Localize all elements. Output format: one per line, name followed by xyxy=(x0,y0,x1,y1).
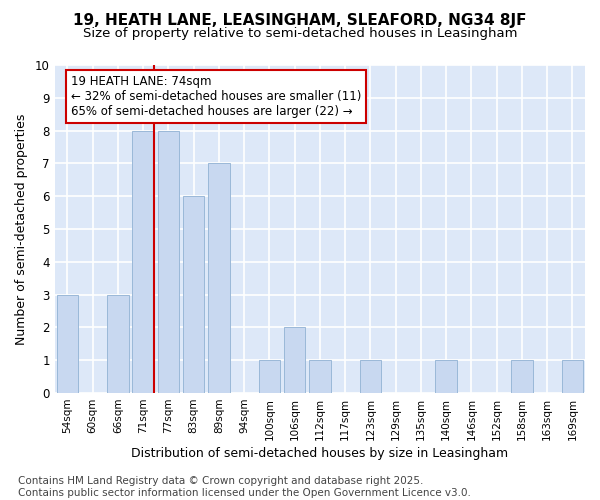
Bar xyxy=(562,360,583,393)
Bar xyxy=(284,328,305,393)
Bar xyxy=(107,294,128,393)
Bar xyxy=(436,360,457,393)
Bar xyxy=(133,130,154,393)
Y-axis label: Number of semi-detached properties: Number of semi-detached properties xyxy=(15,114,28,344)
Bar xyxy=(359,360,381,393)
Text: 19, HEATH LANE, LEASINGHAM, SLEAFORD, NG34 8JF: 19, HEATH LANE, LEASINGHAM, SLEAFORD, NG… xyxy=(73,12,527,28)
Bar xyxy=(158,130,179,393)
Bar xyxy=(309,360,331,393)
Text: Size of property relative to semi-detached houses in Leasingham: Size of property relative to semi-detach… xyxy=(83,28,517,40)
Bar xyxy=(259,360,280,393)
Text: 19 HEATH LANE: 74sqm
← 32% of semi-detached houses are smaller (11)
65% of semi-: 19 HEATH LANE: 74sqm ← 32% of semi-detac… xyxy=(71,75,361,118)
Bar xyxy=(511,360,533,393)
Text: Contains HM Land Registry data © Crown copyright and database right 2025.
Contai: Contains HM Land Registry data © Crown c… xyxy=(18,476,471,498)
X-axis label: Distribution of semi-detached houses by size in Leasingham: Distribution of semi-detached houses by … xyxy=(131,447,508,460)
Bar xyxy=(183,196,205,393)
Bar xyxy=(56,294,78,393)
Bar xyxy=(208,164,230,393)
